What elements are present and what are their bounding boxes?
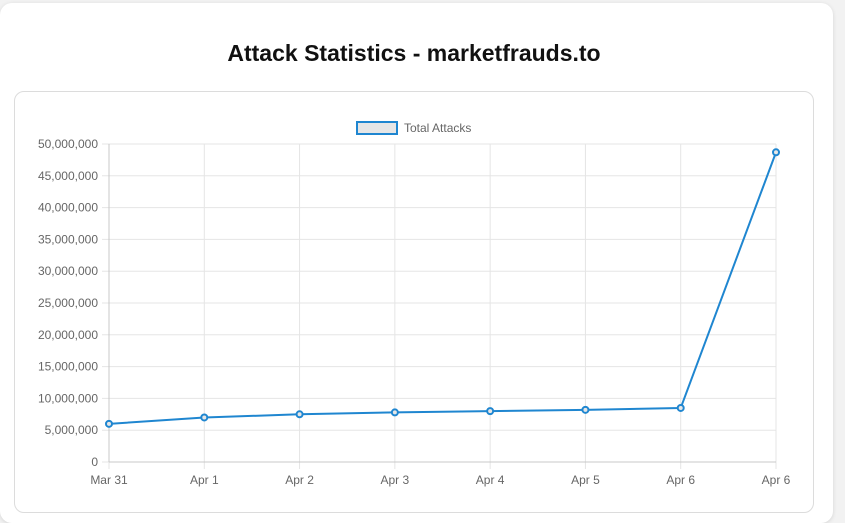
axes: 0 5,000,000 10,000,000 15,000,000 20,000,000… bbox=[38, 137, 791, 487]
x-tick-label: Apr 3 bbox=[381, 473, 410, 487]
series-line bbox=[108, 151, 777, 425]
x-tick-label: Apr 1 bbox=[190, 473, 219, 487]
x-tick-label: Mar 31 bbox=[90, 473, 128, 487]
data-point bbox=[200, 413, 209, 422]
data-point bbox=[772, 148, 780, 157]
chart-card: 0 5,000,000 10,000,000 15,000,000 20,000,000… bbox=[14, 91, 814, 513]
data-point bbox=[581, 405, 590, 414]
line-chart: 0 5,000,000 10,000,000 15,000,000 20,000,000… bbox=[38, 121, 791, 487]
x-tick-label: Apr 6 bbox=[666, 473, 695, 487]
y-tick-label: 5,000,000 bbox=[45, 423, 99, 437]
x-tick-label: Apr 6 bbox=[762, 473, 791, 487]
data-point bbox=[676, 403, 685, 412]
data-point bbox=[295, 410, 304, 419]
data-point bbox=[105, 419, 113, 428]
data-point bbox=[390, 408, 399, 417]
grid-lines bbox=[102, 143, 777, 469]
y-tick-label: 10,000,000 bbox=[38, 391, 98, 405]
series-layer bbox=[105, 148, 780, 428]
y-tick-label: 45,000,000 bbox=[38, 169, 98, 183]
y-tick-label: 15,000,000 bbox=[38, 360, 98, 374]
legend-label: Total Attacks bbox=[404, 121, 471, 135]
x-tick-label: Apr 2 bbox=[285, 473, 314, 487]
legend-swatch bbox=[356, 121, 398, 135]
y-tick-label: 25,000,000 bbox=[38, 296, 98, 310]
y-tick-label: 0 bbox=[91, 455, 98, 469]
legend[interactable]: Total Attacks bbox=[356, 121, 471, 135]
y-tick-label: 30,000,000 bbox=[38, 264, 98, 278]
y-tick-label: 50,000,000 bbox=[38, 137, 98, 151]
x-tick-label: Apr 5 bbox=[571, 473, 600, 487]
x-tick-label: Apr 4 bbox=[476, 473, 505, 487]
y-tick-label: 20,000,000 bbox=[38, 328, 98, 342]
y-tick-label: 35,000,000 bbox=[38, 232, 98, 246]
y-tick-label: 40,000,000 bbox=[38, 201, 98, 215]
data-point bbox=[486, 407, 495, 416]
page-title: Attack Statistics - marketfrauds.to bbox=[227, 40, 601, 66]
